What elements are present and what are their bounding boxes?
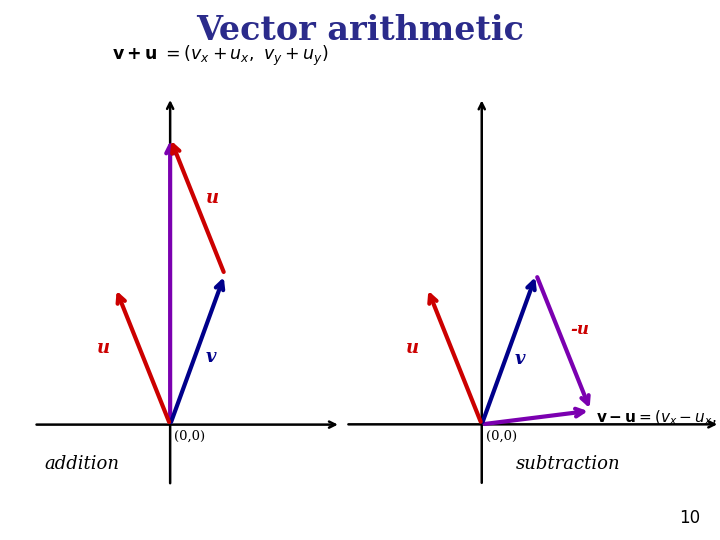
Text: v: v [514,350,525,368]
Text: u: u [405,339,418,357]
Text: -u: -u [570,321,589,339]
Text: Vector arithmetic: Vector arithmetic [196,14,524,46]
Text: 10: 10 [679,509,700,527]
Text: (0,0): (0,0) [486,429,517,442]
Text: $\mathbf{v - u}$$= (v_x - u_x,\ v_y - u_y)$: $\mathbf{v - u}$$= (v_x - u_x,\ v_y - u_… [596,409,720,429]
Text: addition: addition [44,455,119,473]
Text: subtraction: subtraction [516,455,621,472]
Text: v: v [206,348,216,366]
Text: u: u [206,189,219,207]
Text: Cornell University: Cornell University [34,511,168,524]
Text: (0,0): (0,0) [174,430,205,443]
Text: $\mathbf{v + u}$ $= (v_x + u_x,\ v_y + u_y)$: $\mathbf{v + u}$ $= (v_x + u_x,\ v_y + u… [112,44,328,69]
Text: u: u [96,339,109,357]
